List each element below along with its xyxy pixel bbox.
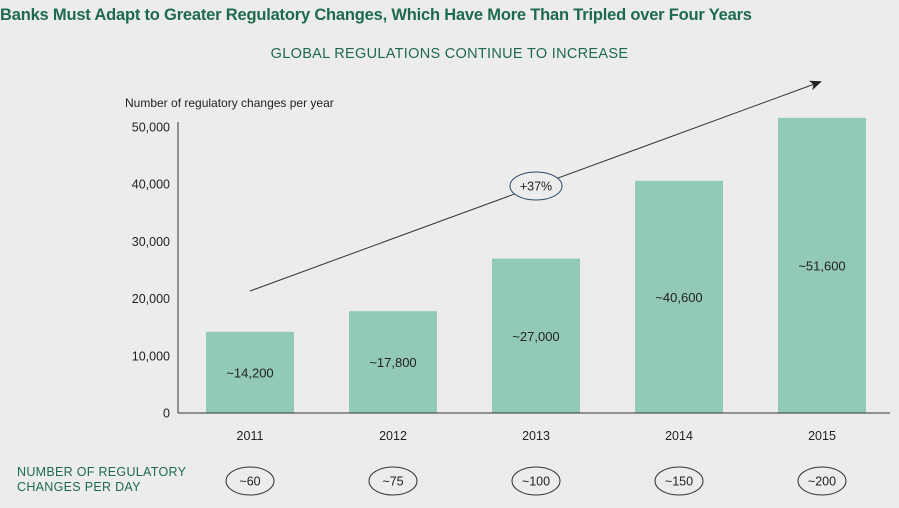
per-day-value: ~60 [239,475,260,489]
bar-2011 [206,331,294,413]
per-day-value: ~100 [522,475,550,489]
bars: ~14,200 ~17,800 ~27,000 ~40,600 ~51,600 [206,117,866,414]
bar-value-label: ~17,800 [369,355,416,370]
x-tick-label: 2015 [808,429,836,443]
x-tick-label: 2012 [379,429,407,443]
per-day-badge [654,466,704,496]
bar-2012 [349,311,437,413]
bar-value-label: ~14,200 [226,365,273,380]
per-day-badge [511,466,561,496]
per-day-badge [797,466,847,496]
chart-subtitle: GLOBAL REGULATIONS CONTINUE TO INCREASE [270,46,629,62]
x-tick-label: 2013 [522,429,550,443]
y-tick-label: 50,000 [132,121,170,135]
per-day-badge [225,466,275,496]
per-day-badges: ~60 ~75 ~100 ~150 ~200 [225,466,847,496]
bar-value-label: ~40,600 [655,290,702,305]
per-day-value: ~150 [665,475,693,489]
x-tick-label: 2011 [237,429,264,443]
bar-value-label: ~51,600 [798,258,845,273]
bar-2015 [778,117,866,414]
x-tick-label: 2014 [665,429,693,443]
y-tick-label: 0 [163,407,170,421]
growth-badge-text: +37% [520,180,552,194]
y-tick-label: 20,000 [132,292,170,306]
per-day-label-line1: NUMBER OF REGULATORY [17,465,187,479]
y-tick-label: 40,000 [132,178,170,192]
bar-value-label: ~27,000 [512,329,559,344]
per-day-value: ~75 [382,475,403,489]
per-day-label-line2: CHANGES PER DAY [17,480,141,494]
y-tick-label: 30,000 [132,235,170,249]
growth-badge [509,171,563,201]
per-day-value: ~200 [808,475,836,489]
per-day-badge [368,466,418,496]
y-axis-label: Number of regulatory changes per year [125,96,334,110]
y-axis: 0 10,000 20,000 30,000 40,000 50,000 [132,121,170,421]
bar-2013 [492,258,580,413]
per-day-label: NUMBER OF REGULATORY CHANGES PER DAY [17,465,217,495]
chart-title: Banks Must Adapt to Greater Regulatory C… [0,6,752,24]
x-axis: 2011 2012 2013 2014 2015 [237,429,836,443]
y-tick-label: 10,000 [132,349,170,363]
bar-2014 [635,180,723,413]
